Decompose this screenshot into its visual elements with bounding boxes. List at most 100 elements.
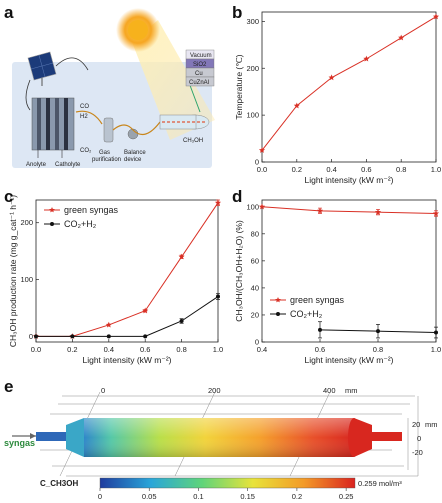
x-tick-label: 1.0 <box>431 345 441 354</box>
balance-label-1: Balance <box>124 150 146 156</box>
chart-b: 0.0 0.2 0.4 0.6 0.8 1.0 0 100 200 300 Light intens… <box>234 11 441 185</box>
x-tick-label: 0.0 <box>257 165 267 174</box>
co2-label: CO₂ <box>80 148 92 154</box>
colorbar-tick-label: 0.05 <box>142 492 157 501</box>
layer-cu: Cu <box>195 71 203 77</box>
y-tick-label: 100 <box>246 202 259 211</box>
panel-e-contour: e syngas 0 200 400 mm 20 mm 0 -2 <box>4 377 438 501</box>
axial-tick-200: 200 <box>208 386 221 395</box>
legend-marker-circle <box>50 222 54 226</box>
axial-tick-400: 400 <box>323 386 336 395</box>
legend-label: CO₂+H₂ <box>64 219 97 229</box>
x-axis-label: Light intensity (kW m⁻²) <box>304 355 393 365</box>
x-axis-label: Light intensity (kW m⁻²) <box>82 355 171 365</box>
colorbar-tick-label: 0 <box>98 492 102 501</box>
y-tick-label: 200 <box>246 64 259 73</box>
inlet-arrows <box>37 150 63 158</box>
colorbar-tick-label: 0.25 <box>339 492 354 501</box>
product-label: CH₃OH <box>183 138 203 144</box>
data-point-circle <box>318 327 322 332</box>
data-point-star <box>105 321 112 328</box>
y-tick-label: 0 <box>29 332 33 341</box>
series-line-0 <box>261 206 437 215</box>
legend-marker-star <box>275 297 281 303</box>
data-point-circle <box>216 294 220 299</box>
panel-letter-e: e <box>4 377 13 396</box>
data-point-circle <box>34 334 38 339</box>
colorbar-tick-label: 0.1 <box>193 492 203 501</box>
data-point-circle <box>179 318 184 323</box>
light-beam <box>132 20 215 140</box>
series-line-1 <box>36 296 219 337</box>
reactor-tube-icon <box>159 114 210 130</box>
y-tick-label: 20 <box>251 310 259 319</box>
colorbar-max: 0.259 mol/m³ <box>358 479 402 488</box>
data-point-star <box>328 74 335 81</box>
legend-label: green syngas <box>290 295 345 305</box>
panel-b: b 0.0 0.2 0.4 0.6 0.8 1.0 0 100 200 300 Light inte… <box>232 3 441 185</box>
data-point-star <box>363 55 370 62</box>
x-tick-label: 0.8 <box>176 345 186 354</box>
plot-frame <box>35 199 219 343</box>
electrolyzer-icon <box>31 97 75 151</box>
plot-frame <box>261 199 437 343</box>
colorbar-ticks: 0 0.05 0.1 0.15 0.2 0.25 <box>98 488 354 501</box>
y-tick-label: 0 <box>255 338 259 347</box>
data-point-star <box>258 203 266 210</box>
balance-label-2: device <box>124 157 142 163</box>
sun-icon <box>128 20 148 40</box>
data-point-circle <box>376 329 380 334</box>
layer-cuznal: CuZnAl <box>189 80 209 86</box>
x-tick-label: 0.2 <box>67 345 77 354</box>
x-tick-label: 0.0 <box>31 345 41 354</box>
data-point-star <box>214 199 222 206</box>
colorbar-tick-label: 0.15 <box>240 492 255 501</box>
x-tick-label: 0.8 <box>396 165 406 174</box>
colorbar-tick-label: 0.2 <box>292 492 302 501</box>
x-tick-label: 1.0 <box>431 165 441 174</box>
outlet-pipe <box>372 432 402 441</box>
inlet-arrowhead <box>30 433 36 439</box>
axial-unit: mm <box>345 386 358 395</box>
h2-label: H2 <box>80 114 88 120</box>
plot-frame <box>261 11 437 163</box>
radial-unit: mm <box>425 420 438 429</box>
data-point-circle <box>143 334 148 339</box>
y-tick-label: 40 <box>251 283 259 292</box>
radial-tick-neg20: -20 <box>412 448 423 457</box>
co-label: CO <box>80 104 89 110</box>
inlet-pipe <box>36 432 66 441</box>
y-tick-label: 0 <box>255 158 259 167</box>
legend-marker-circle <box>276 312 280 316</box>
colorbar <box>99 477 356 489</box>
legend-label: CO₂+H₂ <box>290 309 323 319</box>
x-tick-label: 0.4 <box>257 345 267 354</box>
wire-2 <box>25 79 31 111</box>
y-axis-label: CH₃OH/(CH₃OH+H₂O) (%) <box>234 220 244 322</box>
data-point-star <box>258 147 266 153</box>
data-point-star <box>293 102 300 109</box>
panel-c: c 0.0 0.2 0.4 0.6 0.8 1.0 0 100 200 Light intensi… <box>4 187 223 365</box>
panel-d: d 0.4 0.6 0.8 1.0 0 20 40 60 80 100 Light intensit… <box>232 187 441 365</box>
x-tick-label: 0.6 <box>361 165 371 174</box>
chart-d: 0.4 0.6 0.8 1.0 0 20 40 60 80 100 Light intensity … <box>234 199 441 365</box>
data-point-star <box>142 307 149 314</box>
legend-marker-star <box>49 207 55 213</box>
y-axis-label: CH₃OH production rate (mg g_cat⁻¹ h⁻¹) <box>8 195 18 347</box>
panel-letter-a: a <box>4 3 14 22</box>
panel-letter-d: d <box>232 187 242 206</box>
colorbar-label: C_CH3OH <box>40 479 78 488</box>
x-tick-label: 0.2 <box>292 165 302 174</box>
y-tick-label: 300 <box>246 17 259 26</box>
data-point-circle <box>434 330 438 335</box>
series-line-0 <box>261 16 437 151</box>
radial-tick-20: 20 <box>412 420 420 429</box>
chart-c: 0.0 0.2 0.4 0.6 0.8 1.0 0 100 200 Light intensity… <box>8 195 223 365</box>
data-point-star <box>432 13 440 20</box>
gas-label-2: purification <box>92 157 121 163</box>
gas-flow-2 <box>112 121 161 136</box>
anolyte-label: Anolyte <box>26 162 47 168</box>
data-point-star <box>178 253 185 260</box>
syngas-label: syngas <box>4 438 35 448</box>
